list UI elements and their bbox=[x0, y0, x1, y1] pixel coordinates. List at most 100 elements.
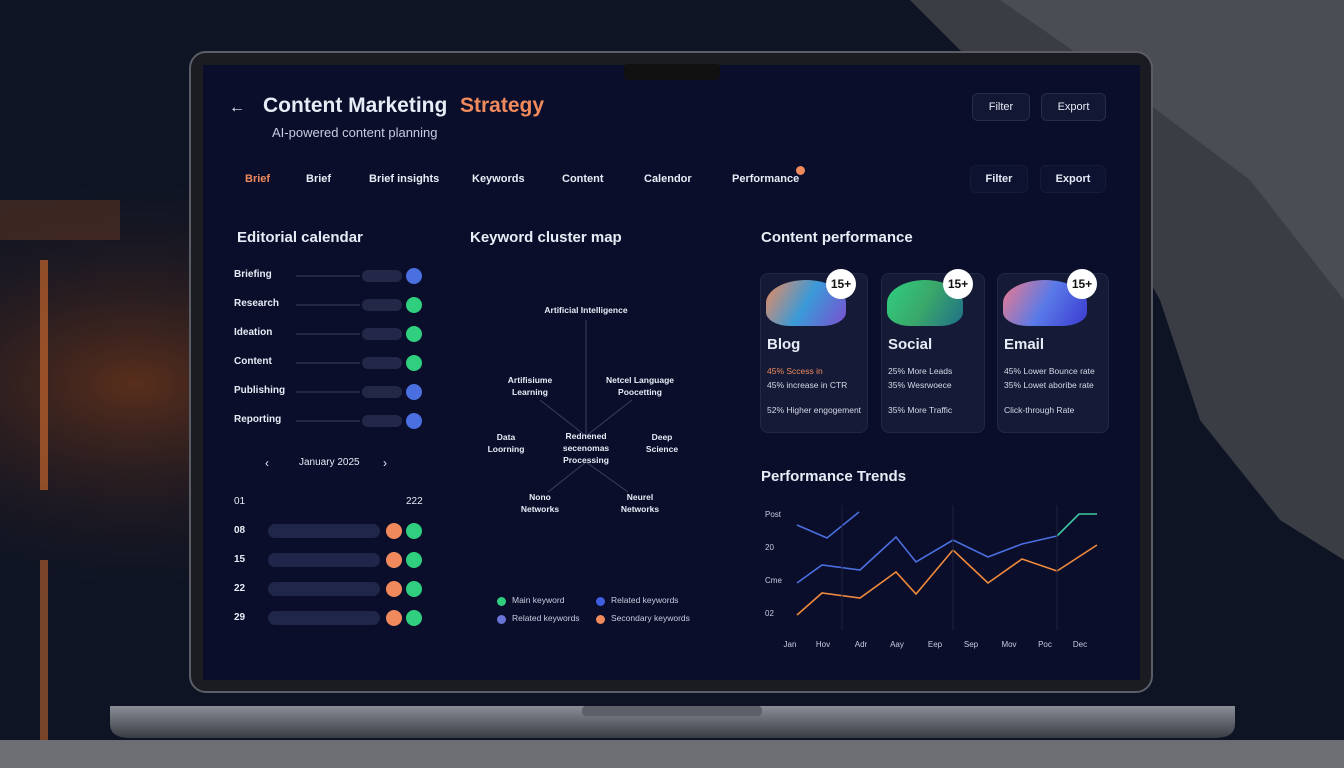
keyword-node: Networks bbox=[620, 504, 660, 514]
y-label: 02 bbox=[765, 609, 774, 618]
y-label: 20 bbox=[765, 543, 774, 552]
date-dot bbox=[406, 552, 422, 568]
date-label: 22 bbox=[234, 583, 246, 594]
stage-label: Briefing bbox=[234, 269, 272, 280]
card-stat: 45% Lower Bounce rate bbox=[1004, 366, 1095, 376]
date-dot bbox=[406, 581, 422, 597]
stage-dot bbox=[406, 413, 422, 429]
tab-action[interactable]: Filter bbox=[970, 165, 1028, 193]
card-name: Social bbox=[888, 336, 933, 353]
keyword-node: Poocetting bbox=[618, 387, 662, 397]
card-badge: 15+ bbox=[1067, 269, 1097, 299]
keyword-node: Science bbox=[645, 444, 679, 454]
x-label: Sep bbox=[963, 640, 979, 649]
stage-dot bbox=[406, 355, 422, 371]
keyword-node: Learning bbox=[512, 387, 548, 397]
date-dot bbox=[386, 610, 402, 626]
stage-dot bbox=[406, 268, 422, 284]
tab[interactable]: Brief bbox=[245, 173, 271, 185]
x-label: Poc bbox=[1038, 640, 1052, 649]
x-label: Dec bbox=[1072, 640, 1088, 649]
section-title: Editorial calendar bbox=[237, 229, 363, 246]
keyword-node: Artifisiume bbox=[507, 375, 553, 385]
keyword-node: Networks bbox=[520, 504, 560, 514]
keyword-node: Nono bbox=[529, 492, 551, 502]
stage-dot bbox=[406, 384, 422, 400]
tab-action[interactable]: Export bbox=[1040, 165, 1106, 193]
header-button[interactable]: Filter bbox=[972, 93, 1030, 121]
page-title: Content Marketing bbox=[263, 94, 448, 117]
tab[interactable]: Brief bbox=[306, 173, 332, 185]
stage-pill bbox=[362, 299, 402, 311]
stage-label: Publishing bbox=[234, 385, 286, 396]
stage-pill bbox=[362, 386, 402, 398]
keyword-node: Neurel bbox=[626, 492, 654, 502]
date-dot bbox=[386, 523, 402, 539]
keyword-node: Rednened bbox=[565, 431, 607, 441]
date-bar bbox=[268, 582, 380, 596]
date-bar bbox=[268, 553, 380, 567]
card-stat: 35% Wesrwoece bbox=[888, 380, 952, 390]
y-label: Post bbox=[765, 510, 782, 519]
legend-label: Secondary keywords bbox=[611, 613, 690, 623]
legend-dot bbox=[596, 597, 605, 606]
date-dot bbox=[406, 610, 422, 626]
date-dot bbox=[386, 581, 402, 597]
page-title-accent: Strategy bbox=[460, 94, 545, 117]
legend-label: Related keywords bbox=[512, 613, 580, 623]
tab[interactable]: Performance bbox=[732, 173, 800, 185]
stage-dot bbox=[406, 297, 422, 313]
month-next[interactable]: › bbox=[383, 456, 387, 470]
stage-label: Reporting bbox=[234, 414, 282, 425]
svg-text:←: ← bbox=[229, 99, 245, 116]
legend-dot bbox=[596, 615, 605, 624]
x-label: Aay bbox=[890, 640, 904, 649]
keyword-node: Loorning bbox=[487, 444, 525, 454]
card-stat: 35% Lowet aboribe rate bbox=[1004, 380, 1094, 390]
keyword-node: Data bbox=[496, 432, 516, 442]
legend-label: Related keywords bbox=[611, 595, 679, 605]
card-badge: 15+ bbox=[943, 269, 973, 299]
date-bar bbox=[268, 524, 380, 538]
keyword-node: Deep bbox=[651, 432, 673, 442]
section-title: Content performance bbox=[761, 229, 913, 246]
date-label: 15 bbox=[234, 554, 246, 565]
legend-dot bbox=[497, 615, 506, 624]
x-label: Hov bbox=[815, 640, 831, 649]
date-dot bbox=[406, 523, 422, 539]
tab[interactable]: Calendor bbox=[644, 173, 692, 185]
keyword-node: Netcel Language bbox=[605, 375, 675, 385]
keyword-node: Processing bbox=[563, 455, 609, 465]
header-button[interactable]: Export bbox=[1041, 93, 1106, 121]
stage-pill bbox=[362, 415, 402, 427]
date-label: 08 bbox=[234, 525, 246, 536]
month-prev[interactable]: ‹ bbox=[265, 456, 269, 470]
x-label: Jan bbox=[783, 640, 797, 649]
keyword-node: Artificial Intelligence bbox=[544, 305, 628, 315]
y-label: Cme bbox=[765, 576, 782, 585]
x-label: Eep bbox=[927, 640, 943, 649]
keyword-node: secenomas bbox=[562, 443, 610, 453]
card-stat: 52% Higher engogement bbox=[767, 405, 862, 415]
card-stat: 45% increase in CTR bbox=[767, 380, 848, 390]
subtitle: AI-powered content planning bbox=[272, 125, 438, 140]
x-label: Mov bbox=[1001, 640, 1017, 649]
card-stat: Click-through Rate bbox=[1004, 405, 1075, 415]
date-count: 222 bbox=[406, 496, 423, 507]
tab[interactable]: Brief insights bbox=[369, 173, 440, 185]
stage-pill bbox=[362, 357, 402, 369]
month-label: January 2025 bbox=[299, 457, 360, 468]
card-badge: 15+ bbox=[826, 269, 856, 299]
card-name: Blog bbox=[767, 336, 801, 353]
card-name: Email bbox=[1004, 336, 1045, 353]
card-stat: 35% More Traffic bbox=[888, 405, 953, 415]
date-bar bbox=[268, 611, 380, 625]
section-title: Keyword cluster map bbox=[470, 229, 622, 246]
legend-dot bbox=[497, 597, 506, 606]
date-label: 01 bbox=[234, 496, 246, 507]
stage-label: Content bbox=[234, 356, 272, 367]
tab[interactable]: Keywords bbox=[472, 173, 525, 185]
date-dot bbox=[386, 552, 402, 568]
tab[interactable]: Content bbox=[562, 173, 604, 185]
x-label: Adr bbox=[854, 640, 868, 649]
